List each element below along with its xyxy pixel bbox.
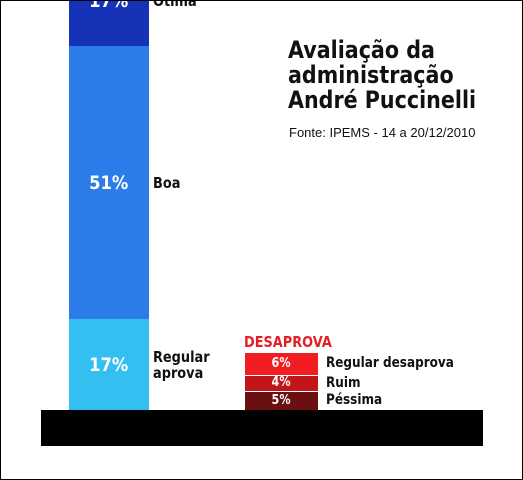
segment-label-boa-line-1: Boa [153, 173, 181, 192]
bar-segment-regular-aprova [69, 319, 149, 410]
segment-label-pessima: Péssima [326, 392, 382, 408]
value-label-ruim: 4% [271, 375, 291, 391]
segment-label-regular-aprova-line-1: Regular [153, 347, 210, 366]
bar-segment-regular-desaprova [245, 351, 318, 376]
value-label-regular-desaprova: 6% [271, 355, 291, 371]
segment-label-regular-aprova: Regular aprova [153, 349, 210, 381]
segment-label-boa: Boa [153, 175, 180, 191]
chart-title-line-1: Avaliação da [288, 36, 435, 64]
segment-label-regular-aprova-line-2: aprova [153, 363, 204, 382]
segment-label-otima: Ótima [153, 0, 197, 10]
chart-title-line-3: André Puccinelli [288, 86, 477, 114]
value-label-otima: 17% [89, 0, 129, 12]
chart-title: Avaliação da administração André Puccine… [288, 38, 476, 113]
segment-label-regular-desaprova-line-1: Regular desaprova [326, 355, 454, 372]
bar-segment-boa [69, 46, 149, 320]
value-label-boa: 51% [89, 171, 129, 194]
value-label-regular-aprova: 17% [89, 353, 129, 376]
chart-source: Fonte: IPEMS - 14 a 20/12/2010 [289, 125, 476, 140]
segment-label-regular-desaprova: Regular desaprova [326, 355, 454, 371]
segment-label-pessima-line-1: Péssima [326, 392, 383, 409]
chart-title-line-2: administração [288, 61, 454, 89]
baseline-platform [41, 410, 483, 446]
group-label-desaprova: DESAPROVA [244, 332, 332, 351]
bar-segment-pessima [245, 390, 318, 410]
segment-label-ruim-line-1: Ruim [326, 374, 361, 391]
bar-segment-ruim [245, 375, 318, 391]
value-label-pessima: 5% [271, 392, 291, 408]
segment-label-otima-line-1: Ótima [153, 0, 197, 10]
segment-label-ruim: Ruim [326, 375, 361, 391]
bar-segment-otima [69, 1, 149, 47]
